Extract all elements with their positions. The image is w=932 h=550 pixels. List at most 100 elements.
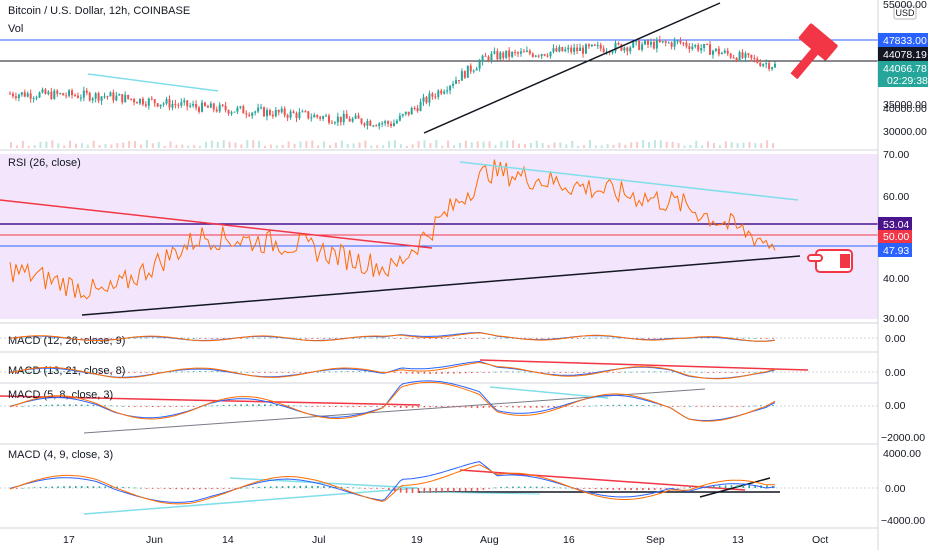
candle-body: [717, 48, 720, 55]
rsi-tag-text: 47.93: [883, 245, 909, 257]
candle-body: [655, 39, 658, 49]
macd-line: [9, 461, 776, 503]
candle-body: [762, 64, 765, 66]
macd-histogram-bar: [583, 337, 585, 339]
volume-bar: [287, 141, 290, 148]
candle-body: [694, 45, 697, 47]
volume-bar: [388, 141, 391, 148]
candle-body: [590, 44, 593, 47]
candle-body: [410, 107, 413, 115]
macd-histogram-bar: [541, 486, 544, 488]
volume-bar: [163, 145, 166, 148]
macd-histogram-bar: [636, 488, 638, 491]
macd-histogram-bar: [647, 371, 650, 373]
macd-histogram-bar: [104, 338, 107, 339]
macd-panel-1[interactable]: MACD (12, 26, close, 9): [0, 331, 878, 348]
volume-bar: [328, 145, 331, 148]
macd-histogram-bar: [370, 488, 372, 489]
candle-body: [118, 94, 121, 96]
macd-histogram-bar: [695, 371, 697, 373]
macd-histogram-bar: [240, 404, 242, 406]
macd-histogram-bar: [128, 487, 130, 489]
macd-histogram-bar: [772, 338, 774, 339]
candle-body: [711, 50, 714, 55]
candle-body: [109, 92, 112, 97]
macd-histogram-bar: [565, 372, 567, 373]
volume-bar: [264, 145, 267, 148]
candle-body: [360, 118, 363, 124]
candle-body: [209, 103, 212, 108]
candle-body: [144, 104, 147, 106]
macd-histogram-bar: [618, 337, 621, 339]
macd-histogram-bar: [293, 405, 296, 407]
candle-body: [200, 102, 203, 112]
macd-histogram-bar: [340, 371, 343, 373]
right-axis[interactable]: USD 55000.00 45000.00 40000.00 35000.00 …: [877, 0, 928, 550]
macd-histogram-bar: [417, 488, 420, 493]
candle-body: [239, 106, 242, 108]
candle-body: [425, 97, 428, 103]
macd-histogram-bar: [204, 338, 207, 339]
macd-panel-2[interactable]: MACD (13, 21, close, 8): [0, 359, 878, 380]
candle-body: [333, 122, 336, 124]
macd-histogram-bar: [57, 337, 59, 339]
candle-body: [322, 116, 325, 119]
volume-bar: [553, 142, 556, 148]
macd-histogram-bar: [352, 487, 355, 489]
candle-body: [206, 105, 209, 108]
macd-histogram-bar: [600, 405, 603, 407]
macd-histogram-bar: [748, 337, 751, 339]
macd-histogram-bar: [464, 338, 467, 339]
price-tag-text: 47833.00: [883, 35, 927, 47]
macd-histogram-bar: [110, 405, 113, 407]
rsi-tag-red: 50.00: [878, 230, 912, 243]
macd-histogram-bar: [464, 372, 467, 374]
candle-body: [325, 115, 328, 117]
macd-histogram-bar: [399, 372, 402, 374]
candle-body: [765, 63, 768, 65]
macd-histogram-bar: [683, 406, 686, 407]
macd-histogram-bar: [695, 406, 697, 407]
chart-title: Bitcoin / U.S. Dollar, 12h, COINBASE: [8, 5, 190, 17]
volume-bar: [116, 143, 119, 148]
macd-histogram-bar: [588, 488, 591, 489]
macd-histogram-bar: [246, 404, 248, 406]
macd-histogram-bar: [594, 337, 597, 339]
candle-body: [133, 99, 136, 103]
candle-body: [265, 109, 268, 117]
macd-panel-4[interactable]: MACD (4, 9, close, 3): [0, 449, 878, 515]
macd-histogram-bar: [612, 337, 615, 339]
volume-bar: [352, 143, 355, 148]
macd-histogram-bar: [376, 488, 378, 489]
macd-histogram-bar: [252, 337, 254, 339]
macd-histogram-bar: [393, 406, 396, 408]
macd-histogram-bar: [647, 488, 650, 490]
candle-body: [298, 112, 301, 119]
macd-histogram-bar: [636, 338, 638, 339]
volume-bar: [110, 144, 113, 148]
macd-histogram-bar: [630, 371, 632, 373]
volume-bar: [707, 141, 710, 148]
macd-histogram-bar: [210, 405, 213, 407]
macd-histogram-bar: [210, 338, 213, 339]
candle-body: [348, 118, 351, 122]
macd-line: [9, 360, 776, 379]
candle-body: [156, 103, 159, 107]
volume-bar: [228, 141, 231, 148]
volume-bar: [364, 140, 367, 148]
macd-histogram-bar: [21, 337, 24, 339]
macd-histogram-bar: [523, 338, 526, 339]
macd-histogram-bar: [512, 406, 514, 408]
macd-histogram-bar: [547, 406, 550, 408]
candle-body: [564, 49, 567, 52]
time-axis[interactable]: 17 Jun 14 Jul 19 Aug 16 Sep 13 Oct: [63, 534, 828, 546]
macd-histogram-bar: [482, 338, 485, 339]
macd-histogram-bar: [423, 338, 426, 339]
macd-panel-3[interactable]: MACD (5, 8, close, 3): [0, 380, 878, 434]
macd-histogram-bar: [145, 337, 148, 339]
volume-bar: [470, 142, 473, 148]
macd-histogram-bar: [134, 487, 136, 489]
price-panel[interactable]: Bitcoin / U.S. Dollar, 12h, COINBASE Vol: [0, 2, 878, 148]
rsi-panel[interactable]: RSI (26, close): [0, 154, 878, 319]
